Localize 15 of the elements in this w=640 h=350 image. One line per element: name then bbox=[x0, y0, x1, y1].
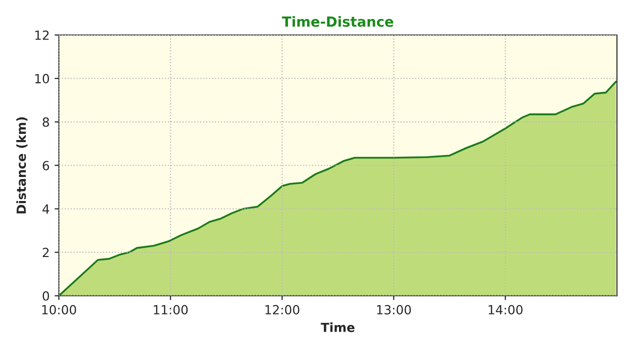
y-tick-label: 12 bbox=[35, 30, 49, 40]
x-tick-label: 11:00 bbox=[154, 305, 188, 314]
y-tick-label: 4 bbox=[42, 204, 50, 214]
x-tick-label: 14:00 bbox=[488, 305, 523, 314]
y-tick-label: 10 bbox=[35, 74, 50, 84]
x-tick-label: 13:00 bbox=[377, 305, 411, 314]
y-tick-label: 6 bbox=[42, 160, 50, 170]
y-axis-title: Distance (km) bbox=[16, 117, 28, 214]
y-tick-label: 8 bbox=[42, 117, 49, 127]
x-tick-label: 12:00 bbox=[265, 305, 300, 314]
chart-title: Time-Distance bbox=[282, 16, 394, 27]
y-tick-label: 2 bbox=[42, 248, 49, 258]
y-tick-label: 0 bbox=[42, 291, 50, 301]
x-tick-label: 10:00 bbox=[42, 305, 76, 314]
x-axis-title: Time bbox=[320, 322, 354, 332]
